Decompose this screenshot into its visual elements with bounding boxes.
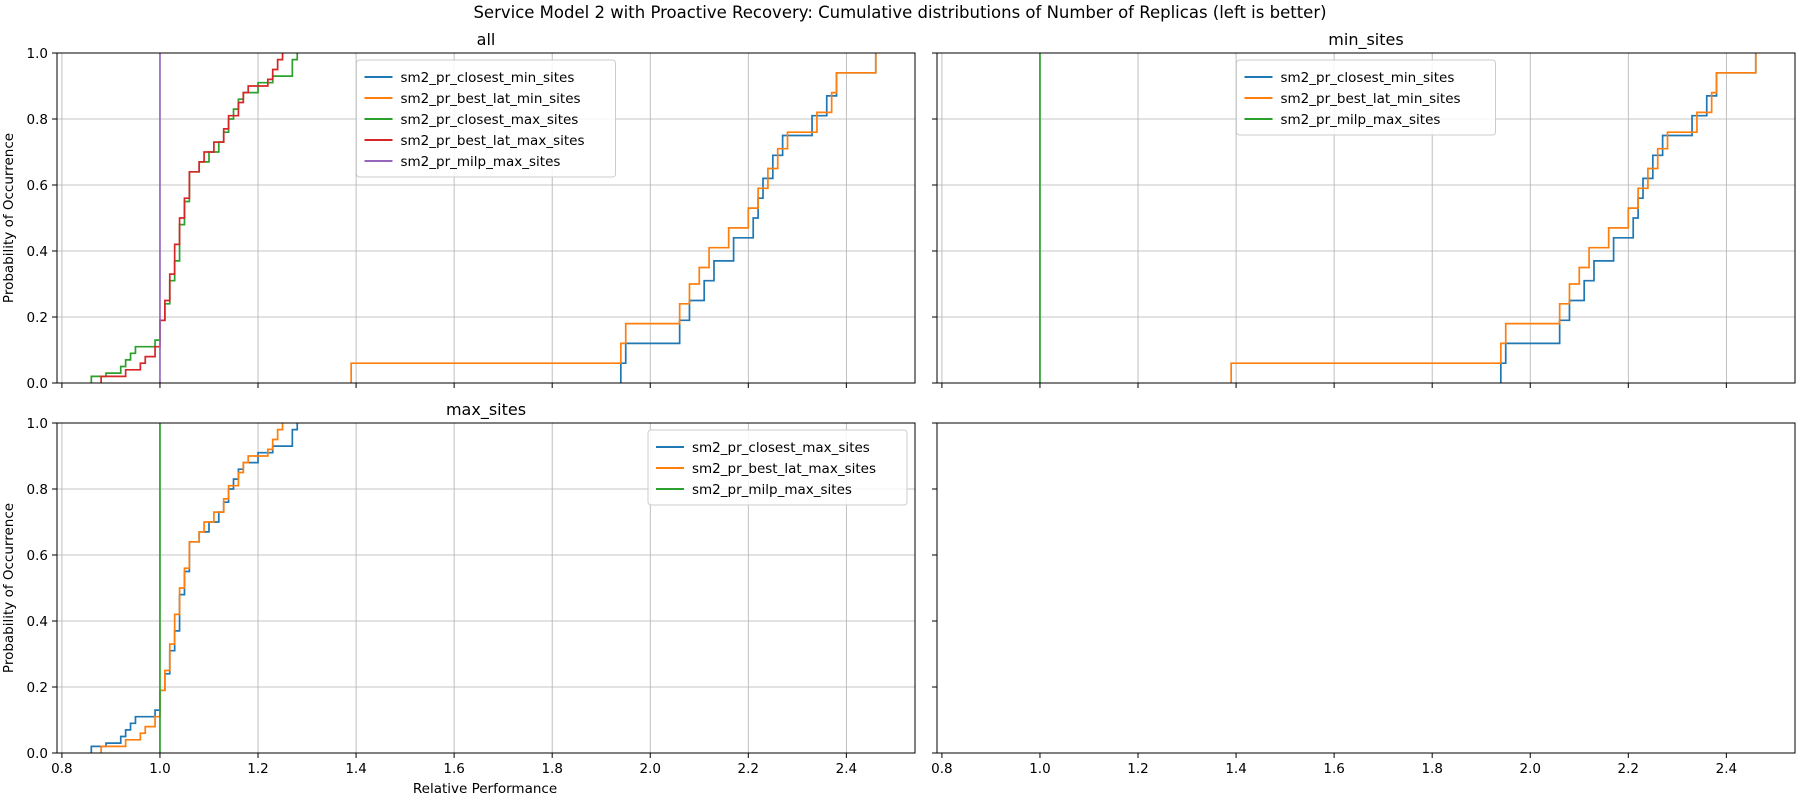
y-tick-label: 0.6 (27, 548, 48, 564)
chart-panel-2: min_sitessm2_pr_closest_min_sitessm2_pr_… (932, 30, 1796, 388)
legend-entry-label: sm2_pr_closest_min_sites (401, 70, 575, 86)
legend-entry-label: sm2_pr_closest_min_sites (1281, 70, 1455, 86)
x-tick-label: 2.0 (640, 761, 661, 777)
panel-title: min_sites (1328, 30, 1403, 50)
chart-panel-3: 0.8 1.0 1.2 1.4 1.6 1.8 2.0 2.2 2.4 0.0 0.2 0.4 0.6 0… (27, 400, 916, 777)
series-line-2 (350, 53, 877, 383)
x-tick-label: 0.8 (931, 761, 952, 777)
chart-panel-1: 0.0 0.2 0.4 0.6 0.8 1.0 all sm2_pr_closest_min_… (27, 30, 916, 392)
x-tick-label: 1.0 (149, 761, 170, 777)
x-tick-label: 1.4 (1225, 761, 1246, 777)
x-axis-label: Relative Performance (413, 781, 557, 797)
legend-box (1236, 59, 1496, 136)
x-tick-label: 1.6 (1323, 761, 1344, 777)
panel-title: all (477, 30, 496, 49)
legend-entry-label: sm2_pr_milp_max_sites (1281, 112, 1441, 128)
x-tick-label: 1.8 (541, 761, 562, 777)
y-tick-label: 1.0 (27, 46, 48, 62)
y-tick-label: 0.4 (27, 614, 48, 630)
y-tick-label: 0.8 (27, 482, 48, 498)
legend-entry-label: sm2_pr_milp_max_sites (401, 154, 561, 170)
series-line-2 (1230, 53, 1757, 383)
legend-box (356, 59, 616, 178)
legend: sm2_pr_closest_min_sites sm2_pr_best_lat_… (356, 59, 616, 178)
chart-panel-4: 0.8 1.0 1.2 1.4 1.6 1.8 2.0 2.2 2.4 (931, 422, 1796, 777)
x-tick-label: 1.2 (1127, 761, 1148, 777)
legend-entry-label: sm2_pr_closest_max_sites (692, 440, 870, 456)
axes-frame (56, 52, 916, 384)
legend-entry-label: sm2_pr_milp_max_sites (692, 482, 852, 498)
legend: sm2_pr_closest_min_sites sm2_pr_best_lat_… (1236, 59, 1496, 136)
x-tick-label: 1.4 (345, 761, 366, 777)
x-tick-label: 1.6 (443, 761, 464, 777)
y-tick-label: 0.8 (27, 112, 48, 128)
y-tick-label: 0.0 (27, 376, 48, 392)
legend-entry-label: sm2_pr_best_lat_max_sites (692, 461, 876, 477)
axes-frame (936, 52, 1796, 384)
legend-entry-label: sm2_pr_best_lat_min_sites (401, 91, 581, 107)
x-tick-label: 1.0 (1029, 761, 1050, 777)
x-tick-label: 2.4 (836, 761, 857, 777)
legend-entry-label: sm2_pr_best_lat_max_sites (401, 133, 585, 149)
legend-entry-label: sm2_pr_best_lat_min_sites (1281, 91, 1461, 107)
y-tick-label: 0.2 (27, 680, 48, 696)
x-tick-label: 2.0 (1520, 761, 1541, 777)
axes-frame (936, 422, 1796, 754)
legend-box (647, 429, 908, 506)
legend: sm2_pr_closest_max_sites sm2_pr_best_lat_… (647, 429, 908, 506)
panel-title: max_sites (446, 400, 526, 420)
series-line-1 (619, 53, 877, 383)
y-tick-label: 0.6 (27, 178, 48, 194)
x-tick-label: 1.2 (247, 761, 268, 777)
axes-frame (56, 422, 916, 754)
legend-entry-label: sm2_pr_closest_max_sites (401, 112, 579, 128)
y-tick-label: 0.0 (27, 746, 48, 762)
y-tick-label: 0.4 (27, 244, 48, 260)
series-line-1 (1499, 53, 1757, 383)
y-tick-label: 1.0 (27, 416, 48, 432)
figure-title: Service Model 2 with Proactive Recovery:… (473, 3, 1326, 22)
x-tick-label: 2.2 (738, 761, 759, 777)
x-tick-label: 2.2 (1618, 761, 1639, 777)
series-line-4 (100, 53, 284, 383)
y-tick-label: 0.2 (27, 310, 48, 326)
y-axis-label-bottom: Probability of Occurrence (1, 503, 17, 673)
x-tick-label: 1.8 (1421, 761, 1442, 777)
x-tick-label: 2.4 (1716, 761, 1737, 777)
y-axis-label-top: Probability of Occurrence (1, 133, 17, 303)
x-tick-label: 0.8 (51, 761, 72, 777)
plot-area (937, 423, 1795, 753)
series-line-2 (100, 423, 284, 753)
